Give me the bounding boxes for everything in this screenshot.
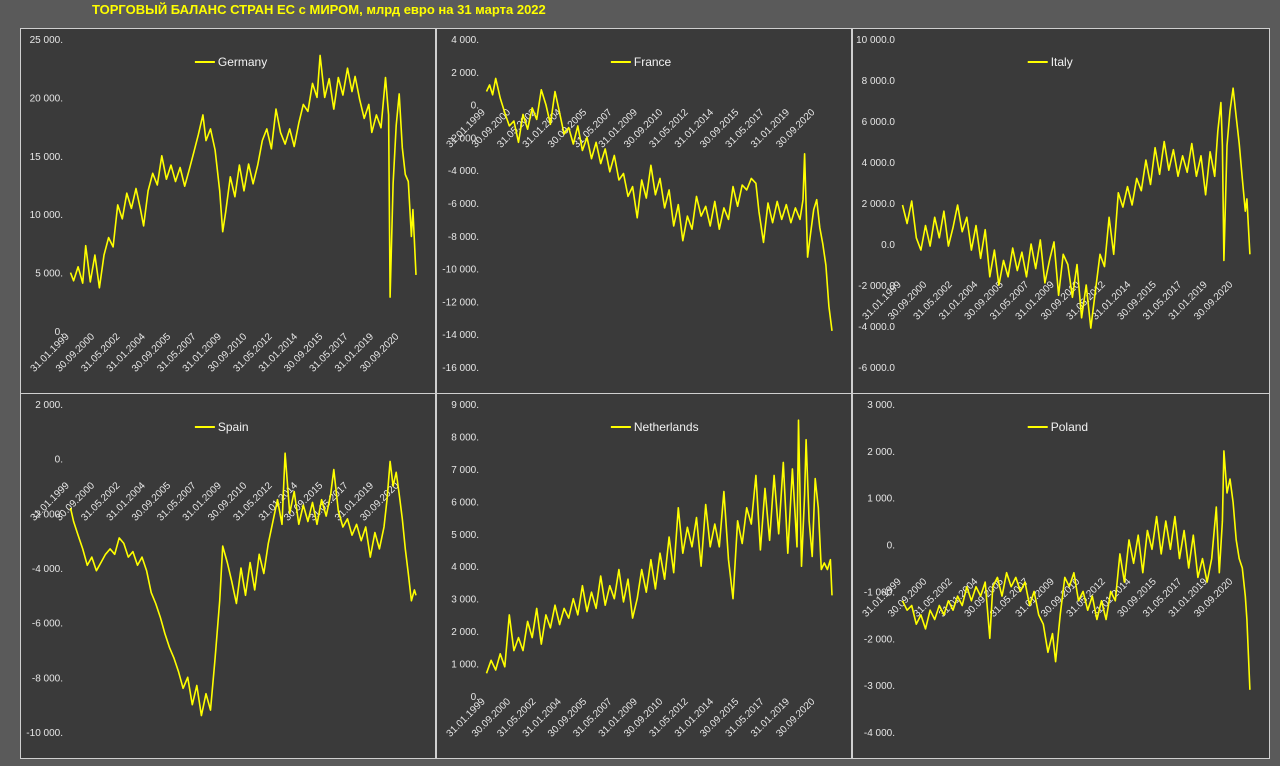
legend-label: Netherlands bbox=[634, 420, 699, 434]
y-tick-label: 0. bbox=[471, 101, 479, 112]
y-tick-label: -12 000. bbox=[442, 297, 479, 308]
chart-panel-poland: 3 000. 2 000. 1 000. 0. -1 000. -2 000. -3 000… bbox=[852, 393, 1270, 759]
y-tick-label: 7 000. bbox=[451, 465, 479, 476]
y-tick-label: 1 000. bbox=[451, 660, 479, 671]
y-tick-label: 0. bbox=[55, 327, 63, 338]
y-tick-label: -6 000. bbox=[448, 199, 479, 210]
y-tick-label: 4 000.0 bbox=[862, 158, 896, 169]
legend-label: Spain bbox=[218, 420, 249, 434]
chart-italy: 10 000.0 8 000.0 6 000.0 4 000.0 2 000.0 0.0 -… bbox=[856, 35, 1251, 374]
y-tick-label: 2 000. bbox=[451, 68, 479, 79]
y-tick-label: 10 000. bbox=[30, 210, 63, 221]
series-line-france bbox=[485, 77, 833, 332]
y-tick-label: -10 000. bbox=[26, 728, 63, 739]
series-line-spain bbox=[69, 452, 417, 717]
y-tick-label: 20 000. bbox=[30, 93, 63, 104]
series-line-poland bbox=[901, 450, 1251, 690]
y-tick-label: -3 000. bbox=[864, 681, 895, 692]
y-tick-label: 15 000. bbox=[30, 152, 63, 163]
y-tick-label: -8 000. bbox=[448, 232, 479, 243]
series-line-netherlands bbox=[485, 419, 833, 674]
y-tick-label: 2 000.0 bbox=[862, 199, 896, 210]
y-tick-label: 5 000. bbox=[35, 269, 63, 280]
y-tick-label: 3 000. bbox=[451, 595, 479, 606]
y-tick-label: -4 000.0 bbox=[858, 322, 895, 333]
y-tick-label: 0. bbox=[471, 692, 479, 703]
y-tick-label: 0. bbox=[55, 455, 63, 466]
y-tick-label: 10 000.0 bbox=[856, 35, 895, 46]
y-tick-label: -10 000. bbox=[442, 265, 479, 276]
chart-panel-spain: 2 000. 0. -2 000. -4 000. -6 000. -8 000. -10 … bbox=[20, 393, 436, 759]
y-tick-label: 1 000. bbox=[867, 494, 895, 505]
y-tick-label: 5 000. bbox=[451, 530, 479, 541]
page-title: ТОРГОВЫЙ БАЛАНС СТРАН ЕС с МИРОМ, млрд е… bbox=[92, 2, 546, 17]
y-tick-label: 4 000. bbox=[451, 35, 479, 46]
y-tick-label: -2 000. bbox=[448, 133, 479, 144]
y-tick-label: -4 000. bbox=[448, 166, 479, 177]
y-tick-label: -14 000. bbox=[442, 330, 479, 341]
series-line-germany bbox=[69, 54, 417, 298]
legend-label: Poland bbox=[1051, 420, 1088, 434]
y-tick-label: 6 000. bbox=[451, 497, 479, 508]
chart-poland: 3 000. 2 000. 1 000. 0. -1 000. -2 000. -3 000… bbox=[861, 400, 1251, 739]
y-tick-label: -16 000. bbox=[442, 363, 479, 374]
y-tick-label: -1 000. bbox=[864, 587, 895, 598]
chart-netherlands: 9 000. 8 000. 7 000. 6 000. 5 000. 4 000. 3 00… bbox=[445, 400, 833, 740]
y-tick-label: -6 000. bbox=[32, 619, 63, 630]
series-line-italy bbox=[901, 87, 1251, 329]
legend-label: Germany bbox=[218, 55, 267, 69]
y-tick-label: 25 000. bbox=[30, 35, 63, 46]
legend-label: Italy bbox=[1051, 55, 1073, 69]
chart-panel-italy: 10 000.0 8 000.0 6 000.0 4 000.0 2 000.0 0.0 -… bbox=[852, 28, 1270, 394]
y-tick-label: 0.0 bbox=[881, 240, 895, 251]
y-tick-label: 2 000. bbox=[867, 447, 895, 458]
y-tick-label: -2 000. bbox=[864, 634, 895, 645]
y-tick-label: 2 000. bbox=[451, 627, 479, 638]
y-tick-label: 4 000. bbox=[451, 562, 479, 573]
y-tick-label: -4 000. bbox=[32, 564, 63, 575]
y-tick-label: 6 000.0 bbox=[862, 117, 896, 128]
y-tick-label: 3 000. bbox=[867, 400, 895, 411]
legend-label: France bbox=[634, 55, 672, 69]
y-tick-label: 8 000.0 bbox=[862, 76, 896, 87]
y-tick-label: 0. bbox=[887, 541, 895, 552]
y-tick-label: 2 000. bbox=[35, 400, 63, 411]
chart-panel-netherlands: 9 000. 8 000. 7 000. 6 000. 5 000. 4 000. 3 00… bbox=[436, 393, 852, 759]
y-tick-label: 8 000. bbox=[451, 432, 479, 443]
chart-spain: 2 000. 0. -2 000. -4 000. -6 000. -8 000. -10 … bbox=[26, 400, 417, 739]
y-tick-label: -4 000. bbox=[864, 728, 895, 739]
chart-panel-france: 4 000. 2 000. 0. -2 000. -4 000. -6 000. -8 00… bbox=[436, 28, 852, 394]
y-tick-label: -2 000. bbox=[32, 509, 63, 520]
chart-panel-germany: 25 000. 20 000. 15 000. 10 000. 5 000. 0. 31.0… bbox=[20, 28, 436, 394]
y-tick-label: -6 000.0 bbox=[858, 363, 895, 374]
y-tick-label: -2 000.0 bbox=[858, 281, 895, 292]
chart-france: 4 000. 2 000. 0. -2 000. -4 000. -6 000. -8 00… bbox=[442, 35, 833, 374]
y-tick-label: 9 000. bbox=[451, 400, 479, 411]
chart-germany: 25 000.20 000.15 000.10 000.5 000.0.31.0… bbox=[29, 35, 417, 375]
y-tick-label: -8 000. bbox=[32, 673, 63, 684]
